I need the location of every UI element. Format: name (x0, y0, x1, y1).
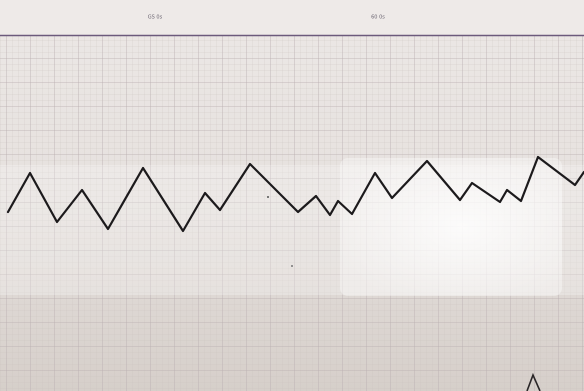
trace (6, 155, 584, 233)
header-label: GS 0s (148, 15, 163, 21)
header-band (0, 0, 584, 35)
speck (291, 265, 293, 267)
trace-fragment (526, 372, 541, 391)
speck (267, 196, 269, 198)
header-label: 60 0s (371, 15, 385, 21)
